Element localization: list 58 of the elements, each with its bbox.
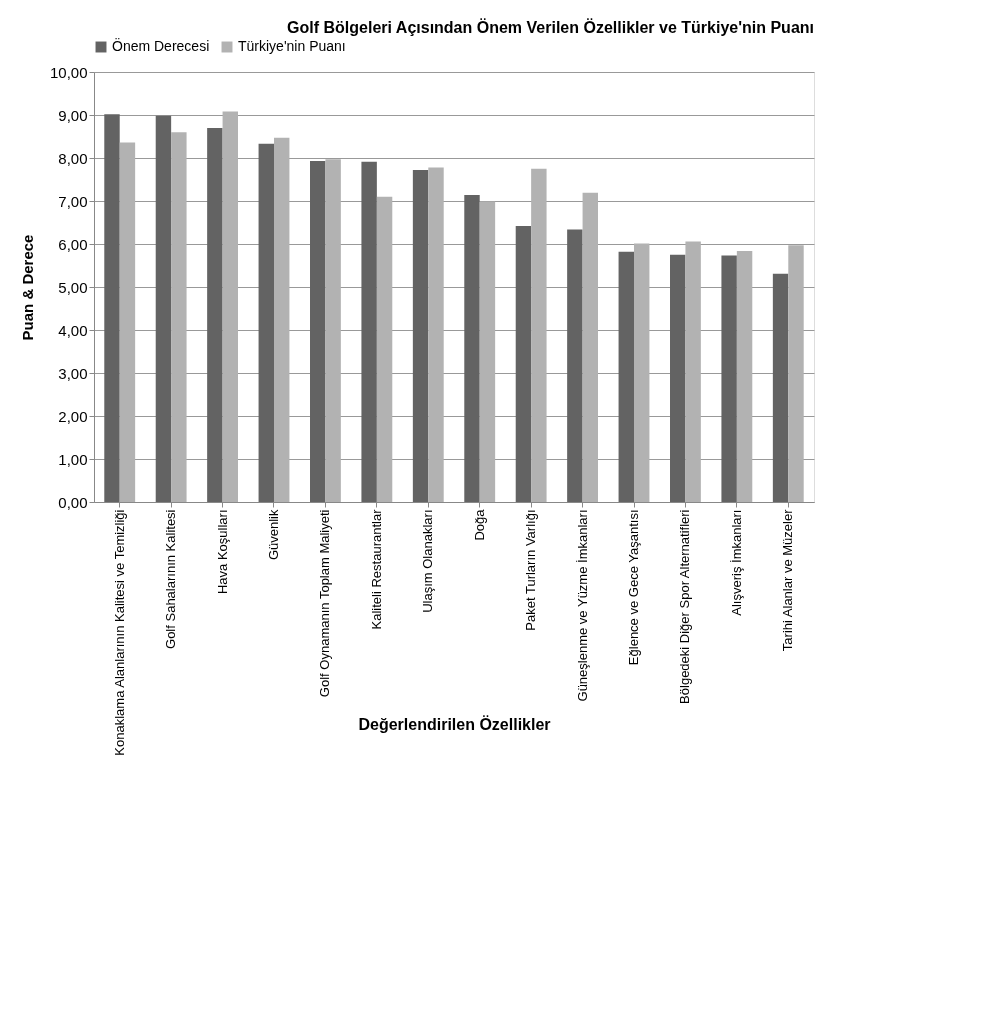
bar [428,167,444,502]
legend-label: Türkiye'nin Puanı [238,38,346,54]
bar [412,170,429,502]
bar [515,225,532,502]
bar [325,159,341,502]
bar [618,251,634,502]
y-tick-label: 2,00 [58,407,88,425]
x-tick-label: Doğa [471,508,487,541]
x-axis-title: Değerlendirilen Özellikler [358,714,551,733]
y-tick-label: 5,00 [58,278,88,296]
x-tick-label: Ulaşım Olanakları [420,509,436,613]
x-tick-label: Kaliteli Restaurantlar [368,508,384,630]
x-tick-label: Tarihi Alanlar ve Müzeler [780,508,796,652]
bar [567,229,583,502]
y-tick-label: 9,00 [58,106,88,124]
x-tick-label: Golf Sahalarının Kalitesi [163,509,179,649]
x-tick-label: Bölgedeki Diğer Spor Alternatifleri [677,509,693,704]
bar [582,192,598,502]
bar [376,196,393,502]
bar [222,111,238,502]
bar [721,255,737,502]
y-tick-label: 0,00 [58,493,88,511]
bar [155,115,172,502]
bar [207,127,223,502]
chart-title: Golf Bölgeleri Açısından Önem Verilen Özellikler ve Türkiye'nin Puanı [287,18,814,36]
bar [171,132,187,502]
bar [685,241,701,502]
bar [479,201,496,502]
y-axis-title: Puan & Derece [18,234,36,341]
x-tick-label: Alışveriş İmkanları [728,509,744,616]
bar [274,137,290,502]
bar [634,243,650,502]
y-tick-label: 6,00 [58,235,88,253]
bar [258,143,274,502]
bar [464,194,480,502]
y-tick-label: 8,00 [58,149,88,167]
x-tick-label: Güvenlik [266,509,281,561]
y-tick-label: 10,00 [49,63,88,81]
y-tick-label: 7,00 [58,192,88,210]
bar [788,245,804,502]
y-tick-label: 3,00 [58,364,88,382]
y-tick-label: 4,00 [58,321,88,339]
x-tick-label: Güneşlenme ve Yüzme İmkanları [574,509,590,702]
bar [736,250,753,502]
legend-label: Önem Derecesi [112,37,210,54]
y-tick-label: 1,00 [58,450,88,468]
x-tick-label: Golf Oynamanın Toplam Maliyeti [317,509,333,698]
bar [670,254,686,502]
bar [772,273,789,502]
x-tick-label: Paket Turların Varlığı [523,509,539,631]
x-tick-label: Konaklama Alanlarının Kalitesi ve Temizliği [111,509,127,756]
x-tick-label: Eğlence ve Gece Yaşantısı [626,509,641,666]
bar [119,142,136,502]
x-tick-label: Hava Koşulları [214,509,230,595]
bar [104,114,120,502]
bar [361,161,377,502]
bar [310,161,326,502]
bar [531,168,547,502]
